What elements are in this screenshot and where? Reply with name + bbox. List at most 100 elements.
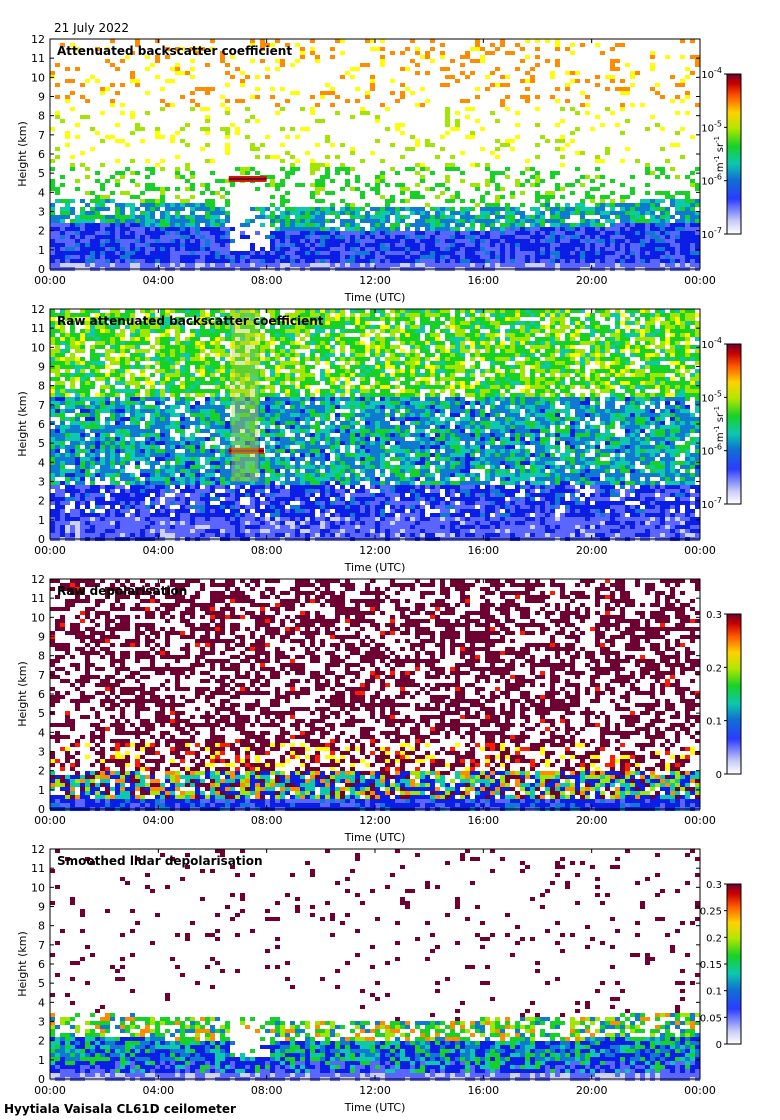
x-tick-label: 12:00 — [359, 544, 391, 557]
colorbar — [727, 614, 741, 774]
colorbar-tick-label: 0.1 — [706, 987, 722, 998]
y-axis-label: Height (km) — [16, 661, 29, 727]
colorbar — [727, 74, 741, 234]
y-tick-label: 12 — [31, 303, 45, 316]
y-tick-label: 9 — [38, 361, 45, 374]
colorbar-tick-label: 0.05 — [700, 1013, 722, 1024]
panel-title: Attenuated backscatter coefficient — [57, 44, 292, 58]
panel-title: Smoothed lidar depolarisation — [57, 854, 263, 868]
colorbar-tick-label: 10-5 — [701, 389, 722, 404]
colorbar-tick-label: 0 — [716, 1040, 722, 1051]
colorbar-tick-label: 0.1 — [706, 717, 722, 728]
colorbar-tick-label: 10-7 — [701, 226, 722, 241]
colorbar — [727, 344, 741, 504]
x-tick-label: 00:00 — [684, 544, 716, 557]
x-axis-label: Time (UTC) — [344, 831, 406, 844]
y-axis-label: Height (km) — [16, 391, 29, 457]
y-tick-label: 12 — [31, 843, 45, 856]
y-tick-label: 8 — [38, 110, 45, 123]
y-tick-label: 4 — [38, 186, 45, 199]
y-tick-label: 3 — [38, 476, 45, 489]
y-tick-label: 6 — [38, 688, 45, 701]
y-tick-label: 8 — [38, 920, 45, 933]
ceilometer-figure: Attenuated backscatter coefficient012345… — [0, 0, 780, 1120]
x-tick-label: 20:00 — [576, 544, 608, 557]
y-tick-label: 7 — [38, 669, 45, 682]
y-tick-label: 6 — [38, 418, 45, 431]
y-axis-label: Height (km) — [16, 931, 29, 997]
x-tick-label: 04:00 — [142, 544, 174, 557]
x-tick-label: 08:00 — [251, 1084, 283, 1097]
x-tick-label: 00:00 — [34, 274, 66, 287]
x-axis-label: Time (UTC) — [344, 1101, 406, 1114]
y-tick-label: 4 — [38, 726, 45, 739]
y-tick-label: 12 — [31, 573, 45, 586]
y-tick-label: 1 — [38, 514, 45, 527]
x-tick-label: 00:00 — [684, 274, 716, 287]
x-tick-label: 12:00 — [359, 1084, 391, 1097]
x-tick-label: 08:00 — [251, 544, 283, 557]
y-tick-label: 2 — [38, 765, 45, 778]
y-tick-label: 1 — [38, 244, 45, 257]
heatmap-cells — [50, 309, 700, 541]
y-tick-label: 2 — [38, 225, 45, 238]
y-tick-label: 8 — [38, 650, 45, 663]
x-tick-label: 12:00 — [359, 814, 391, 827]
x-tick-label: 00:00 — [34, 1084, 66, 1097]
precip-column — [231, 309, 258, 482]
y-tick-label: 4 — [38, 456, 45, 469]
x-tick-label: 20:00 — [576, 1084, 608, 1097]
y-axis-label: Height (km) — [16, 121, 29, 187]
y-tick-label: 1 — [38, 784, 45, 797]
y-tick-label: 3 — [38, 206, 45, 219]
y-tick-label: 3 — [38, 746, 45, 759]
y-tick-label: 6 — [38, 958, 45, 971]
x-tick-label: 00:00 — [684, 1084, 716, 1097]
y-tick-label: 3 — [38, 1016, 45, 1029]
y-tick-label: 9 — [38, 631, 45, 644]
y-tick-label: 9 — [38, 901, 45, 914]
y-tick-label: 10 — [31, 71, 45, 84]
colorbar-tick-label: 0.25 — [700, 907, 722, 918]
panel-4: Smoothed lidar depolarisation01234567891… — [16, 843, 741, 1114]
panel-title: Raw attenuated backscatter coefficient — [57, 314, 324, 328]
x-tick-label: 08:00 — [251, 814, 283, 827]
x-tick-label: 04:00 — [142, 274, 174, 287]
x-tick-label: 08:00 — [251, 274, 283, 287]
y-tick-label: 2 — [38, 1035, 45, 1048]
colorbar-tick-label: 10-6 — [701, 443, 722, 458]
y-tick-label: 7 — [38, 939, 45, 952]
x-tick-label: 00:00 — [34, 544, 66, 557]
y-tick-label: 12 — [31, 33, 45, 46]
y-tick-label: 1 — [38, 1054, 45, 1067]
colorbar-tick-label: 10-7 — [701, 496, 722, 511]
footer-site-label: Hyytiala Vaisala CL61D ceilometer — [4, 1102, 236, 1116]
colorbar-tick-label: 0.15 — [700, 960, 722, 971]
y-tick-label: 5 — [38, 167, 45, 180]
x-tick-label: 00:00 — [684, 814, 716, 827]
x-tick-label: 16:00 — [467, 814, 499, 827]
x-tick-label: 16:00 — [467, 274, 499, 287]
colorbar-tick-label: 0.2 — [706, 663, 722, 674]
y-tick-label: 9 — [38, 91, 45, 104]
y-tick-label: 11 — [31, 322, 45, 335]
y-tick-label: 11 — [31, 52, 45, 65]
x-tick-label: 04:00 — [142, 1084, 174, 1097]
colorbar-tick-label: 0.3 — [706, 610, 722, 621]
y-tick-label: 10 — [31, 881, 45, 894]
x-tick-label: 20:00 — [576, 814, 608, 827]
panel-1: Attenuated backscatter coefficient012345… — [16, 33, 741, 304]
colorbar — [727, 884, 741, 1044]
colorbar-tick-label: 0 — [716, 770, 722, 781]
colorbar-tick-label: 0.2 — [706, 933, 722, 944]
y-tick-label: 5 — [38, 437, 45, 450]
y-tick-label: 6 — [38, 148, 45, 161]
colorbar-unit-label: m-1 sr-1 — [713, 406, 726, 442]
x-axis-label: Time (UTC) — [344, 561, 406, 574]
x-tick-label: 16:00 — [467, 544, 499, 557]
colorbar-tick-label: 10-4 — [701, 336, 722, 351]
y-tick-label: 8 — [38, 380, 45, 393]
y-tick-label: 11 — [31, 592, 45, 605]
colorbar-tick-label: 10-5 — [701, 119, 722, 134]
